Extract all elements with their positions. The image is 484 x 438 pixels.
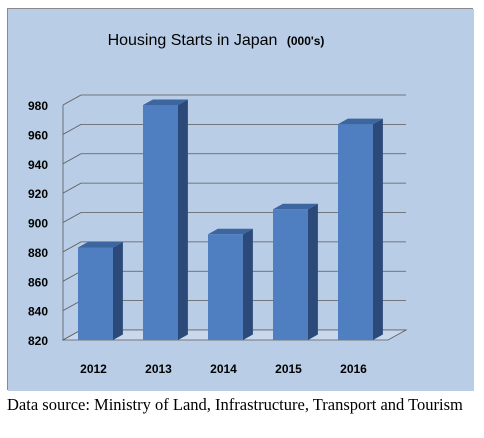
bar-side	[178, 99, 188, 340]
y-tick-label: 920	[28, 187, 48, 201]
bar-2014	[208, 228, 253, 340]
x-tick-labels: 2012 2013 2014 2015 2016	[80, 362, 367, 376]
bar-top	[208, 228, 253, 235]
bar-top	[143, 99, 188, 105]
gridline	[62, 94, 82, 106]
y-tick-label: 900	[28, 217, 48, 231]
bar-side	[113, 241, 123, 340]
bar-top	[273, 203, 318, 210]
y-tick-label: 840	[28, 305, 48, 319]
data-source-caption: Data source: Ministry of Land, Infrastru…	[7, 395, 463, 414]
y-tick-labels: 820 840 860 880 900 920 940 960 980	[28, 99, 48, 348]
gridline	[62, 241, 82, 253]
x-tick-label: 2015	[275, 362, 302, 376]
bar-front	[273, 209, 308, 340]
y-tick-label: 820	[28, 334, 48, 348]
bar-top	[338, 118, 383, 125]
bar-side	[373, 118, 383, 340]
bar-2012	[78, 241, 123, 340]
y-tick-label: 980	[28, 99, 48, 113]
bar-front	[208, 234, 243, 340]
y-tick-label: 940	[28, 158, 48, 172]
y-tick-label: 880	[28, 246, 48, 260]
gridline	[62, 153, 82, 165]
x-tick-label: 2016	[340, 362, 367, 376]
gridline	[62, 182, 82, 194]
y-tick-label: 860	[28, 275, 48, 289]
bar-side	[308, 203, 318, 340]
bar-front	[78, 247, 113, 340]
bar-2015	[273, 203, 318, 340]
gridline	[62, 124, 82, 135]
chart-title-unit: (000's)	[287, 34, 325, 48]
bar-side	[243, 228, 253, 340]
x-tick-label: 2012	[80, 362, 107, 376]
housing-starts-chart: Housing Starts in Japan (000's) 820 840 86…	[8, 9, 474, 391]
gridline	[62, 212, 82, 223]
x-tick-label: 2013	[145, 362, 172, 376]
chart-title-main: Housing Starts in Japan	[108, 32, 278, 49]
bar-2016	[338, 118, 383, 340]
x-tick-label: 2014	[210, 362, 237, 376]
chart-title: Housing Starts in Japan (000's)	[108, 32, 325, 49]
bars	[78, 99, 383, 340]
bar-front	[338, 124, 373, 340]
chart-frame: Housing Starts in Japan (000's) 820 840 86…	[7, 8, 474, 391]
bar-top	[78, 241, 123, 248]
bar-2013	[143, 99, 188, 340]
bar-front	[143, 105, 178, 340]
y-tick-label: 960	[28, 128, 48, 142]
